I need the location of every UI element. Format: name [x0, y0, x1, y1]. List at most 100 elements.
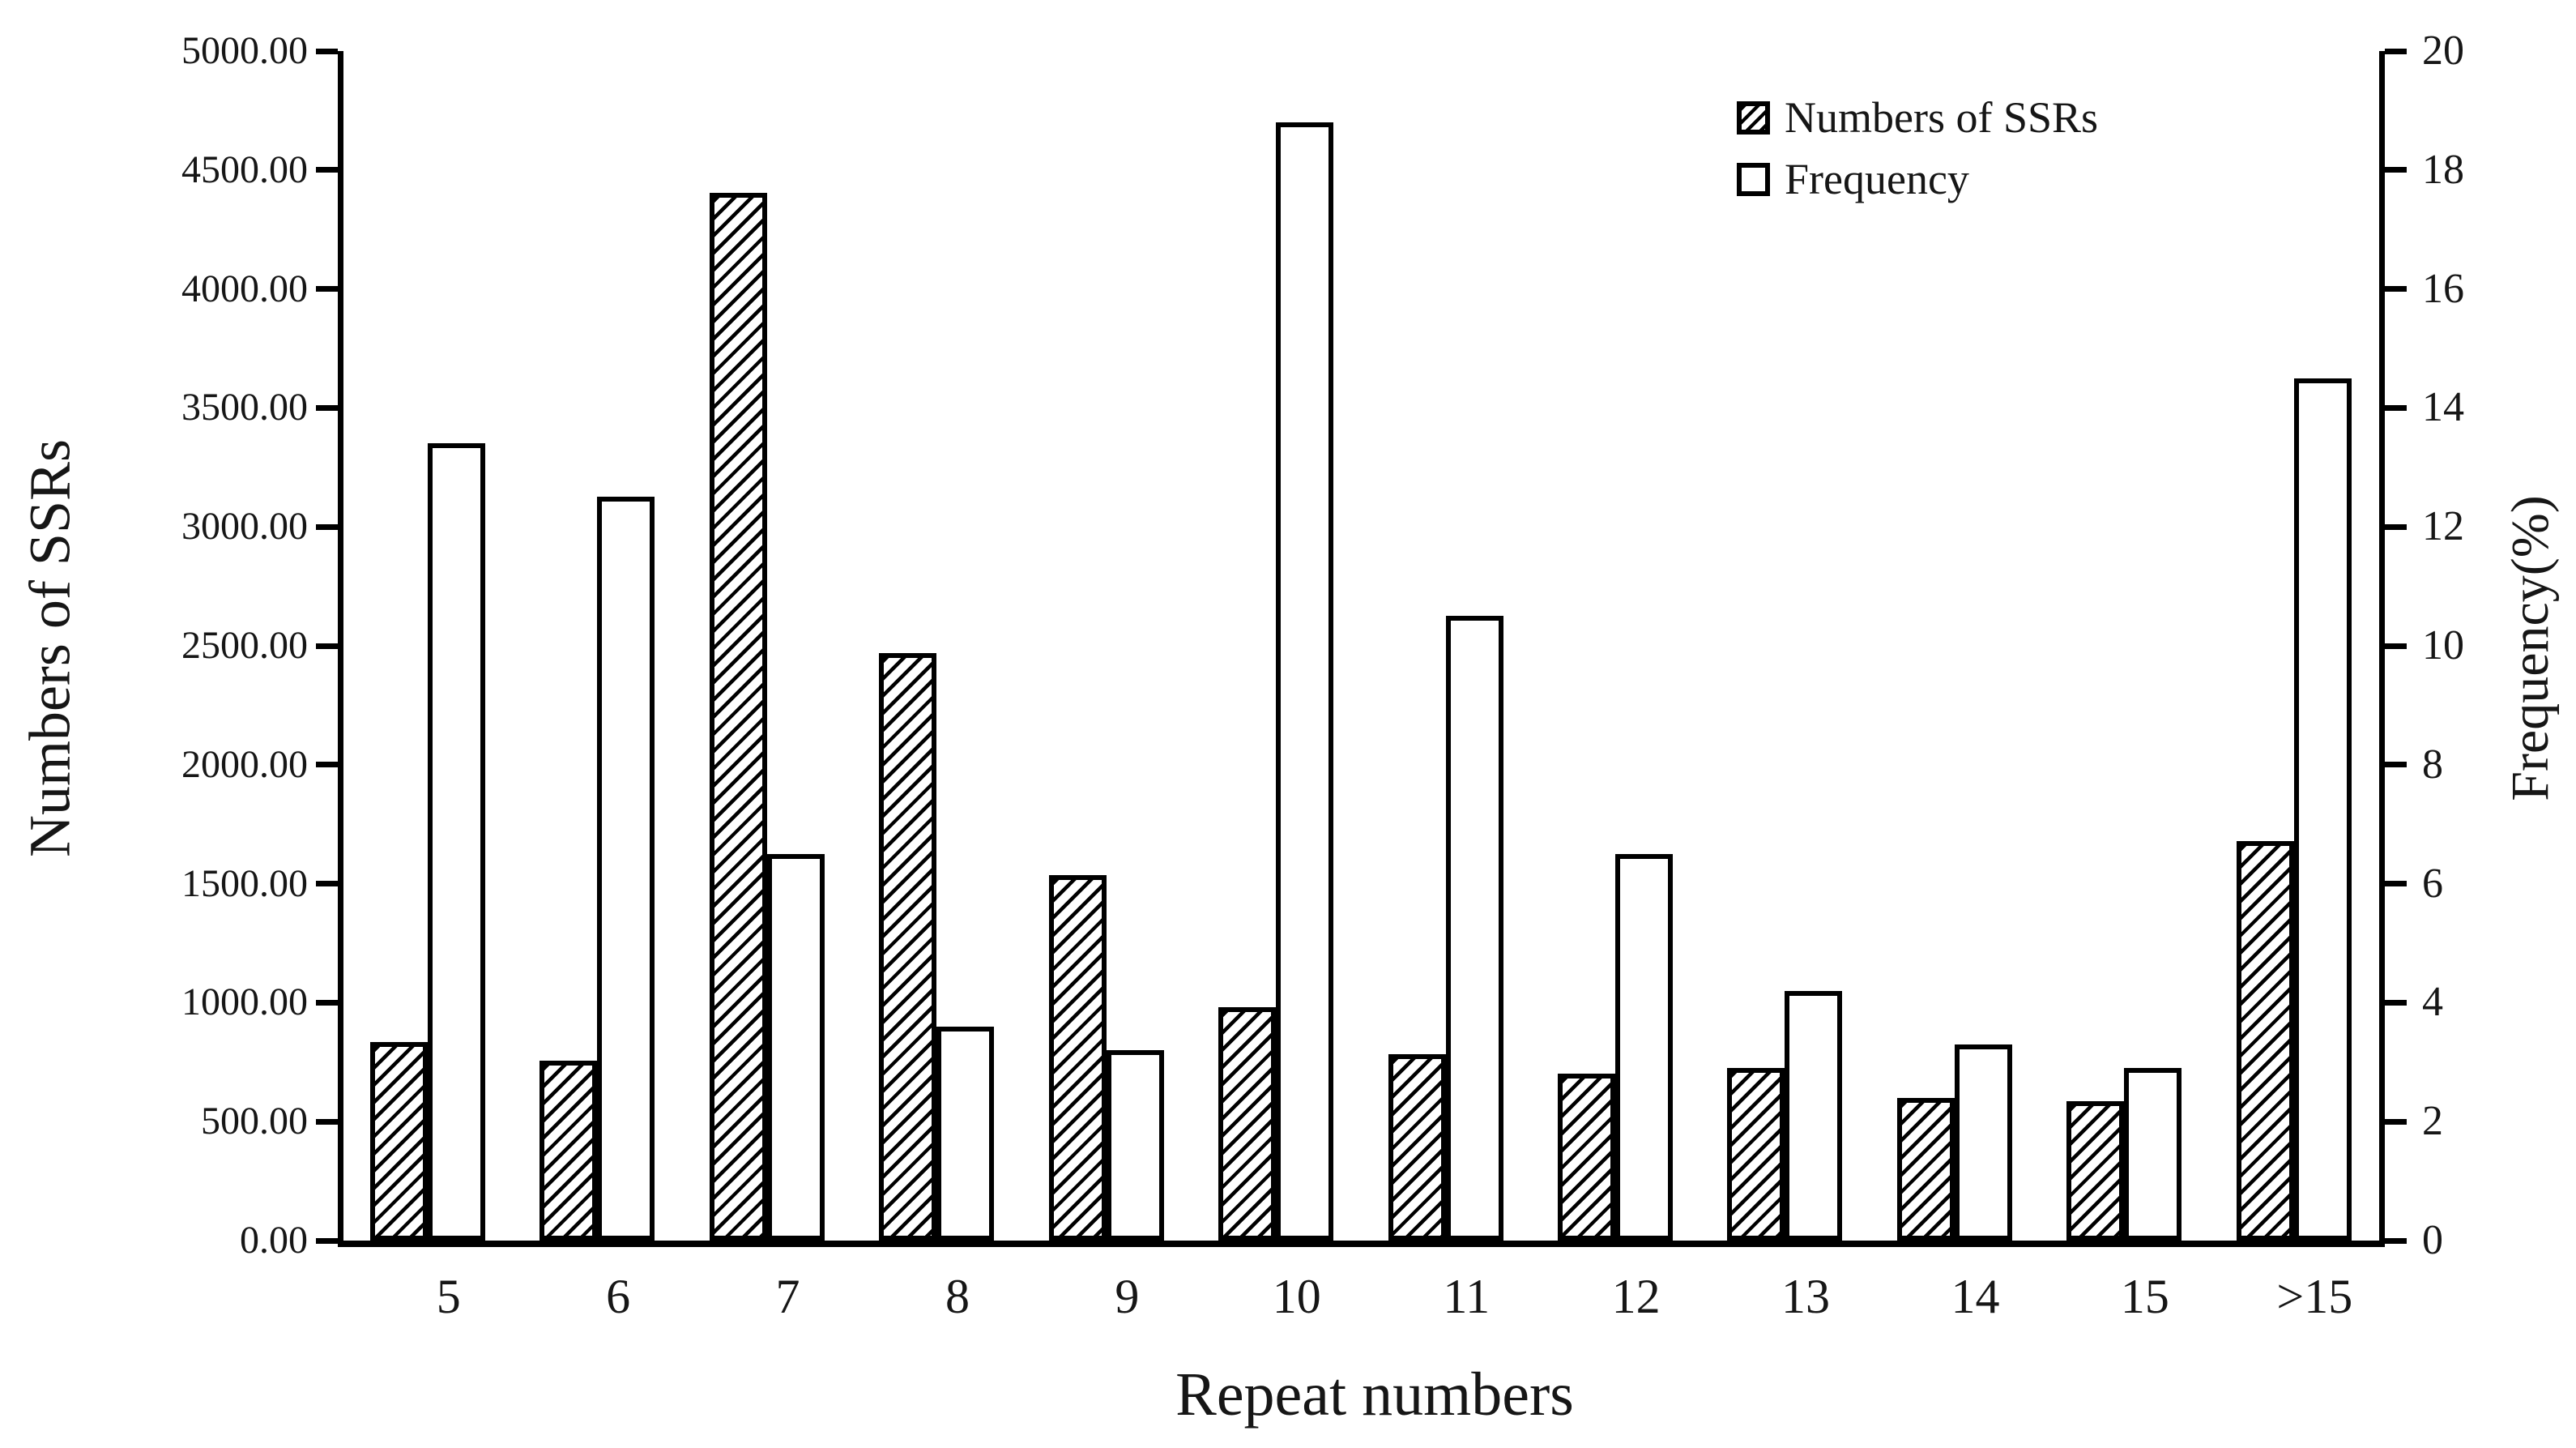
ssr-bar->15	[2236, 841, 2294, 1241]
ssr-bar-6	[540, 1061, 598, 1241]
x-axis-tick-label->15: >15	[2276, 1270, 2353, 1323]
ssr-bar-12	[1557, 1074, 1615, 1241]
left-axis-tick	[316, 523, 338, 530]
x-axis-tick-label-11: 11	[1443, 1270, 1491, 1323]
category-slot-12	[1531, 51, 1700, 1241]
right-axis-tick-label: 20	[2422, 28, 2464, 74]
left-axis-tick-label: 4000.00	[181, 267, 308, 310]
frequency-bar-7	[766, 854, 825, 1241]
left-axis-tick	[316, 643, 338, 649]
x-axis-tick-label-7: 7	[775, 1270, 800, 1323]
left-axis-tick	[316, 1237, 338, 1244]
left-axis-title: Numbers of SSRs	[17, 438, 83, 858]
left-axis-tick	[316, 881, 338, 887]
left-axis-tick-label: 1500.00	[181, 861, 308, 905]
right-axis-tick	[2385, 404, 2407, 411]
x-axis-tick-label-14: 14	[1951, 1270, 2000, 1323]
right-axis-tick	[2385, 286, 2407, 293]
frequency-bar-14	[1954, 1044, 2012, 1241]
legend: Numbers of SSRs Frequency	[1737, 96, 2098, 219]
left-axis-tick	[316, 999, 338, 1006]
left-axis-tick	[316, 762, 338, 768]
legend-item-frequency: Frequency	[1737, 157, 2098, 201]
category-slot-11	[1362, 51, 1531, 1241]
x-axis-tick-label-9: 9	[1115, 1270, 1140, 1323]
ssr-bar-13	[1727, 1068, 1785, 1241]
category-slot-5	[343, 51, 513, 1241]
right-axis-tick-label: 18	[2422, 146, 2464, 193]
right-axis-tick-label: 12	[2422, 503, 2464, 550]
left-axis-tick	[316, 286, 338, 293]
category-slot-9	[1022, 51, 1192, 1241]
x-axis-tick-label-6: 6	[606, 1270, 631, 1323]
ssr-bar-11	[1388, 1054, 1446, 1241]
left-axis-tick-label: 5000.00	[181, 29, 308, 72]
right-axis-tick	[2385, 1237, 2407, 1244]
frequency-bar->15	[2293, 378, 2352, 1241]
category-slot-15	[2040, 51, 2209, 1241]
left-axis-tick	[316, 404, 338, 411]
right-axis-tick	[2385, 643, 2407, 649]
right-axis-tick	[2385, 48, 2407, 54]
ssr-bar-15	[2066, 1101, 2125, 1241]
legend-label: Numbers of SSRs	[1785, 93, 2099, 142]
legend-item-numbers-of-ssrs: Numbers of SSRs	[1737, 96, 2098, 139]
left-axis-tick	[316, 48, 338, 54]
right-axis-title: Frequency(%)	[2501, 495, 2560, 801]
right-axis-tick	[2385, 1118, 2407, 1125]
frequency-bar-5	[428, 443, 485, 1241]
x-axis-tick-label-8: 8	[945, 1270, 970, 1323]
right-axis-tick-label: 0	[2422, 1217, 2443, 1263]
frequency-bar-12	[1614, 854, 1673, 1241]
hatched-swatch-icon	[1737, 100, 1770, 135]
frequency-bar-9	[1106, 1050, 1164, 1241]
x-axis-tick-label-5: 5	[436, 1270, 461, 1323]
right-axis-tick	[2385, 523, 2407, 530]
x-axis-tick-label-10: 10	[1272, 1270, 1321, 1323]
left-axis-tick-label: 500.00	[201, 1100, 308, 1143]
category-slot-14	[1870, 51, 2040, 1241]
category-slot-6	[513, 51, 682, 1241]
left-axis-tick-label: 4500.00	[181, 147, 308, 191]
plain-swatch-icon	[1737, 162, 1770, 196]
category-slot-10	[1192, 51, 1361, 1241]
category-slot-7	[683, 51, 852, 1241]
frequency-bar-8	[936, 1027, 995, 1241]
x-axis-tick-label-15: 15	[2120, 1270, 2169, 1323]
right-axis-tick-label: 16	[2422, 265, 2464, 312]
category-slot-13	[1700, 51, 1870, 1241]
right-axis-tick	[2385, 167, 2407, 173]
plot-area	[316, 48, 2407, 1247]
left-axis-tick-label: 1000.00	[181, 980, 308, 1024]
right-axis-tick-label: 2	[2422, 1098, 2443, 1145]
right-axis-tick	[2385, 762, 2407, 768]
right-axis-tick-label: 6	[2422, 860, 2443, 907]
left-axis-tick-label: 0.00	[240, 1219, 308, 1262]
right-axis-tick-label: 14	[2422, 384, 2464, 431]
ssr-bar-8	[879, 653, 937, 1241]
ssr-bar-5	[370, 1042, 428, 1241]
left-axis-tick-label: 3500.00	[181, 386, 308, 429]
left-axis-tick	[316, 1118, 338, 1125]
left-axis-tick-label: 2000.00	[181, 742, 308, 786]
right-axis-tick-label: 10	[2422, 622, 2464, 668]
frequency-bar-10	[1276, 122, 1334, 1241]
ssr-bar-14	[1896, 1098, 1955, 1241]
right-axis-tick-label: 4	[2422, 979, 2443, 1026]
left-axis-tick-label: 3000.00	[181, 505, 308, 549]
right-axis-tick	[2385, 999, 2407, 1006]
frequency-bar-6	[597, 497, 655, 1241]
ssr-bar-9	[1048, 875, 1107, 1241]
x-axis-title: Repeat numbers	[1175, 1360, 1574, 1429]
x-axis-tick-label-13: 13	[1781, 1270, 1831, 1323]
ssr-bar-10	[1218, 1007, 1277, 1241]
frequency-bar-11	[1445, 616, 1503, 1241]
category-slot->15	[2210, 51, 2379, 1241]
ssr-bar-7	[709, 193, 767, 1241]
frequency-bar-15	[2124, 1068, 2182, 1241]
category-slot-8	[852, 51, 1021, 1241]
right-axis-tick-label: 8	[2422, 741, 2443, 788]
frequency-bar-13	[1785, 991, 1843, 1241]
legend-label: Frequency	[1785, 155, 1969, 203]
